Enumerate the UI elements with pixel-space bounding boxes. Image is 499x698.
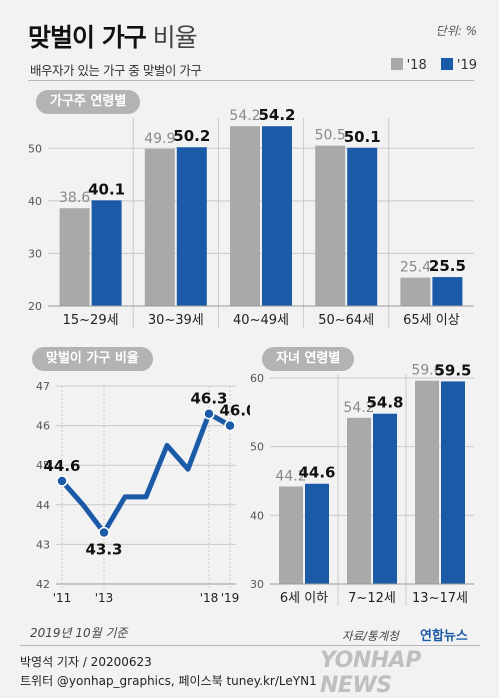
children-category-label: 6세 이하 bbox=[280, 591, 328, 606]
ratio-xtick-label: '11 bbox=[53, 591, 72, 605]
children-ytick-label: 30 bbox=[250, 578, 264, 591]
children-category-label: 13~17세 bbox=[412, 591, 468, 606]
legend-swatch-2018 bbox=[390, 58, 403, 70]
children-ytick-label: 50 bbox=[250, 441, 264, 454]
age-value-label-2019: 50.1 bbox=[344, 128, 381, 146]
age-bar-2018 bbox=[315, 145, 346, 306]
age-ytick-label: 20 bbox=[28, 300, 42, 313]
ratio-ytick-label: 46 bbox=[36, 420, 50, 433]
ratio-point bbox=[224, 419, 236, 432]
ratio-line bbox=[59, 411, 233, 536]
ratio-ytick-label: 43 bbox=[36, 538, 50, 551]
children-bar-2018 bbox=[415, 380, 439, 584]
chart-title-badge-age: 가구주 연령별 bbox=[36, 90, 141, 114]
ratio-ytick-label: 42 bbox=[36, 578, 50, 591]
children-value-label-2018: 44.2 bbox=[275, 468, 306, 484]
children-bar-2019 bbox=[373, 413, 397, 584]
children-category-label: 7~12세 bbox=[348, 591, 396, 606]
children-value-label-2018: 54.2 bbox=[343, 400, 374, 416]
age-value-label-2018: 54.2 bbox=[229, 108, 260, 124]
age-bar-2019 bbox=[262, 126, 292, 306]
age-value-label-2019: 25.5 bbox=[429, 257, 466, 275]
ratio-value-label: 46.0 bbox=[219, 402, 250, 420]
children-value-label-2019: 44.6 bbox=[298, 464, 335, 482]
legend-label-2018: '18 bbox=[406, 58, 427, 73]
legend-swatch-2019 bbox=[440, 58, 453, 70]
children-ytick-label: 60 bbox=[250, 372, 264, 385]
date-note: 2019년 10월 기준 bbox=[30, 626, 128, 640]
ratio-point bbox=[203, 407, 215, 420]
ratio-value-label: 46.3 bbox=[190, 390, 227, 408]
title-bold: 맞벌이 가구 bbox=[28, 23, 147, 52]
age-value-label-2018: 25.4 bbox=[400, 260, 431, 276]
ratio-xtick-label: '13 bbox=[95, 591, 114, 605]
children-value-label-2019: 59.5 bbox=[434, 361, 471, 379]
dual-income-ratio-line-chart: 42 43 44 45 46 47 '11 '13 '18'19 44.6 43.3 46.346.0 bbox=[36, 380, 250, 605]
ratio-xtick-label: '19 bbox=[221, 591, 240, 605]
credit-block: 박영석 기자 / 20200623 트위터 @yonhap_graphics, … bbox=[20, 653, 317, 691]
page-title: 맞벌이 가구 비율 bbox=[28, 18, 198, 54]
age-category-label: 15~29세 bbox=[63, 313, 119, 328]
page-subtitle: 배우자가 있는 가구 중 맞벌이 가구 bbox=[30, 63, 202, 78]
chart-title-badge-children: 자녀 연령별 bbox=[262, 347, 355, 371]
ratio-point bbox=[56, 475, 68, 487]
ratio-point bbox=[98, 526, 110, 539]
age-value-label-2018: 50.5 bbox=[315, 128, 346, 144]
header-divider bbox=[28, 80, 474, 81]
ratio-xtick-label: '18 bbox=[200, 591, 219, 605]
children-value-label-2018: 59.6 bbox=[411, 363, 442, 379]
children-bar-2019 bbox=[305, 483, 329, 584]
ratio-value-label: 43.3 bbox=[85, 541, 122, 559]
age-bar-2018 bbox=[400, 277, 431, 306]
age-bar-2018 bbox=[59, 208, 90, 306]
age-bar-2019 bbox=[432, 277, 463, 306]
brand-logo: 연합뉴스 bbox=[420, 629, 468, 644]
age-value-label-2019: 50.2 bbox=[173, 127, 210, 145]
age-category-label: 30~39세 bbox=[148, 313, 204, 328]
children-bar-2018 bbox=[347, 417, 371, 584]
age-bar-2018 bbox=[144, 148, 175, 306]
age-value-label-2018: 49.9 bbox=[144, 131, 175, 147]
ratio-ytick-label: 45 bbox=[36, 459, 50, 472]
age-ytick-label: 50 bbox=[28, 142, 42, 155]
ratio-value-label: 44.6 bbox=[43, 457, 80, 475]
title-light: 비율 bbox=[152, 23, 198, 52]
age-value-label-2018: 38.6 bbox=[59, 190, 90, 206]
children-bar-2018 bbox=[279, 486, 303, 584]
age-bar-2019 bbox=[91, 200, 122, 306]
source-note: 자료/통계청 bbox=[342, 629, 399, 643]
legend-label-2019: '19 bbox=[456, 58, 477, 73]
children-bar-2019 bbox=[441, 381, 465, 584]
age-bar-2018 bbox=[230, 126, 260, 306]
children-value-label-2019: 54.8 bbox=[366, 394, 403, 412]
author-line: 박영석 기자 / 20200623 bbox=[20, 655, 152, 669]
age-ytick-label: 40 bbox=[28, 195, 42, 208]
age-bar-2019 bbox=[176, 147, 207, 306]
age-value-label-2019: 54.2 bbox=[258, 106, 295, 124]
watermark: YONHAP NEWS bbox=[320, 648, 421, 698]
children-ytick-label: 40 bbox=[250, 509, 264, 522]
age-category-label: 40~49세 bbox=[233, 313, 289, 328]
age-ytick-label: 30 bbox=[28, 247, 42, 260]
age-category-label: 65세 이상 bbox=[403, 313, 460, 328]
age-category-label: 50~64세 bbox=[318, 313, 374, 328]
household-head-age-chart: 20 30 40 50 38.640.1 15~29세 49.950.2 30~39세 54.2… bbox=[28, 106, 474, 328]
age-value-label-2019: 40.1 bbox=[88, 180, 125, 198]
legend: '18 '19 bbox=[381, 58, 477, 73]
social-line: 트위터 @yonhap_graphics, 페이스북 tuney.kr/LeYN… bbox=[20, 674, 317, 688]
ratio-ytick-label: 44 bbox=[36, 499, 50, 512]
footer-divider bbox=[20, 645, 480, 646]
ratio-ytick-label: 47 bbox=[36, 380, 50, 393]
chart-title-badge-ratio: 맞벌이 가구 비율 bbox=[32, 347, 153, 371]
children-age-chart: 30 40 50 60 44.244.6 6세 이하 54.254.8 7~12세 59.659… bbox=[250, 361, 474, 606]
age-bar-2019 bbox=[347, 147, 378, 306]
unit-label: 단위: % bbox=[435, 24, 477, 38]
